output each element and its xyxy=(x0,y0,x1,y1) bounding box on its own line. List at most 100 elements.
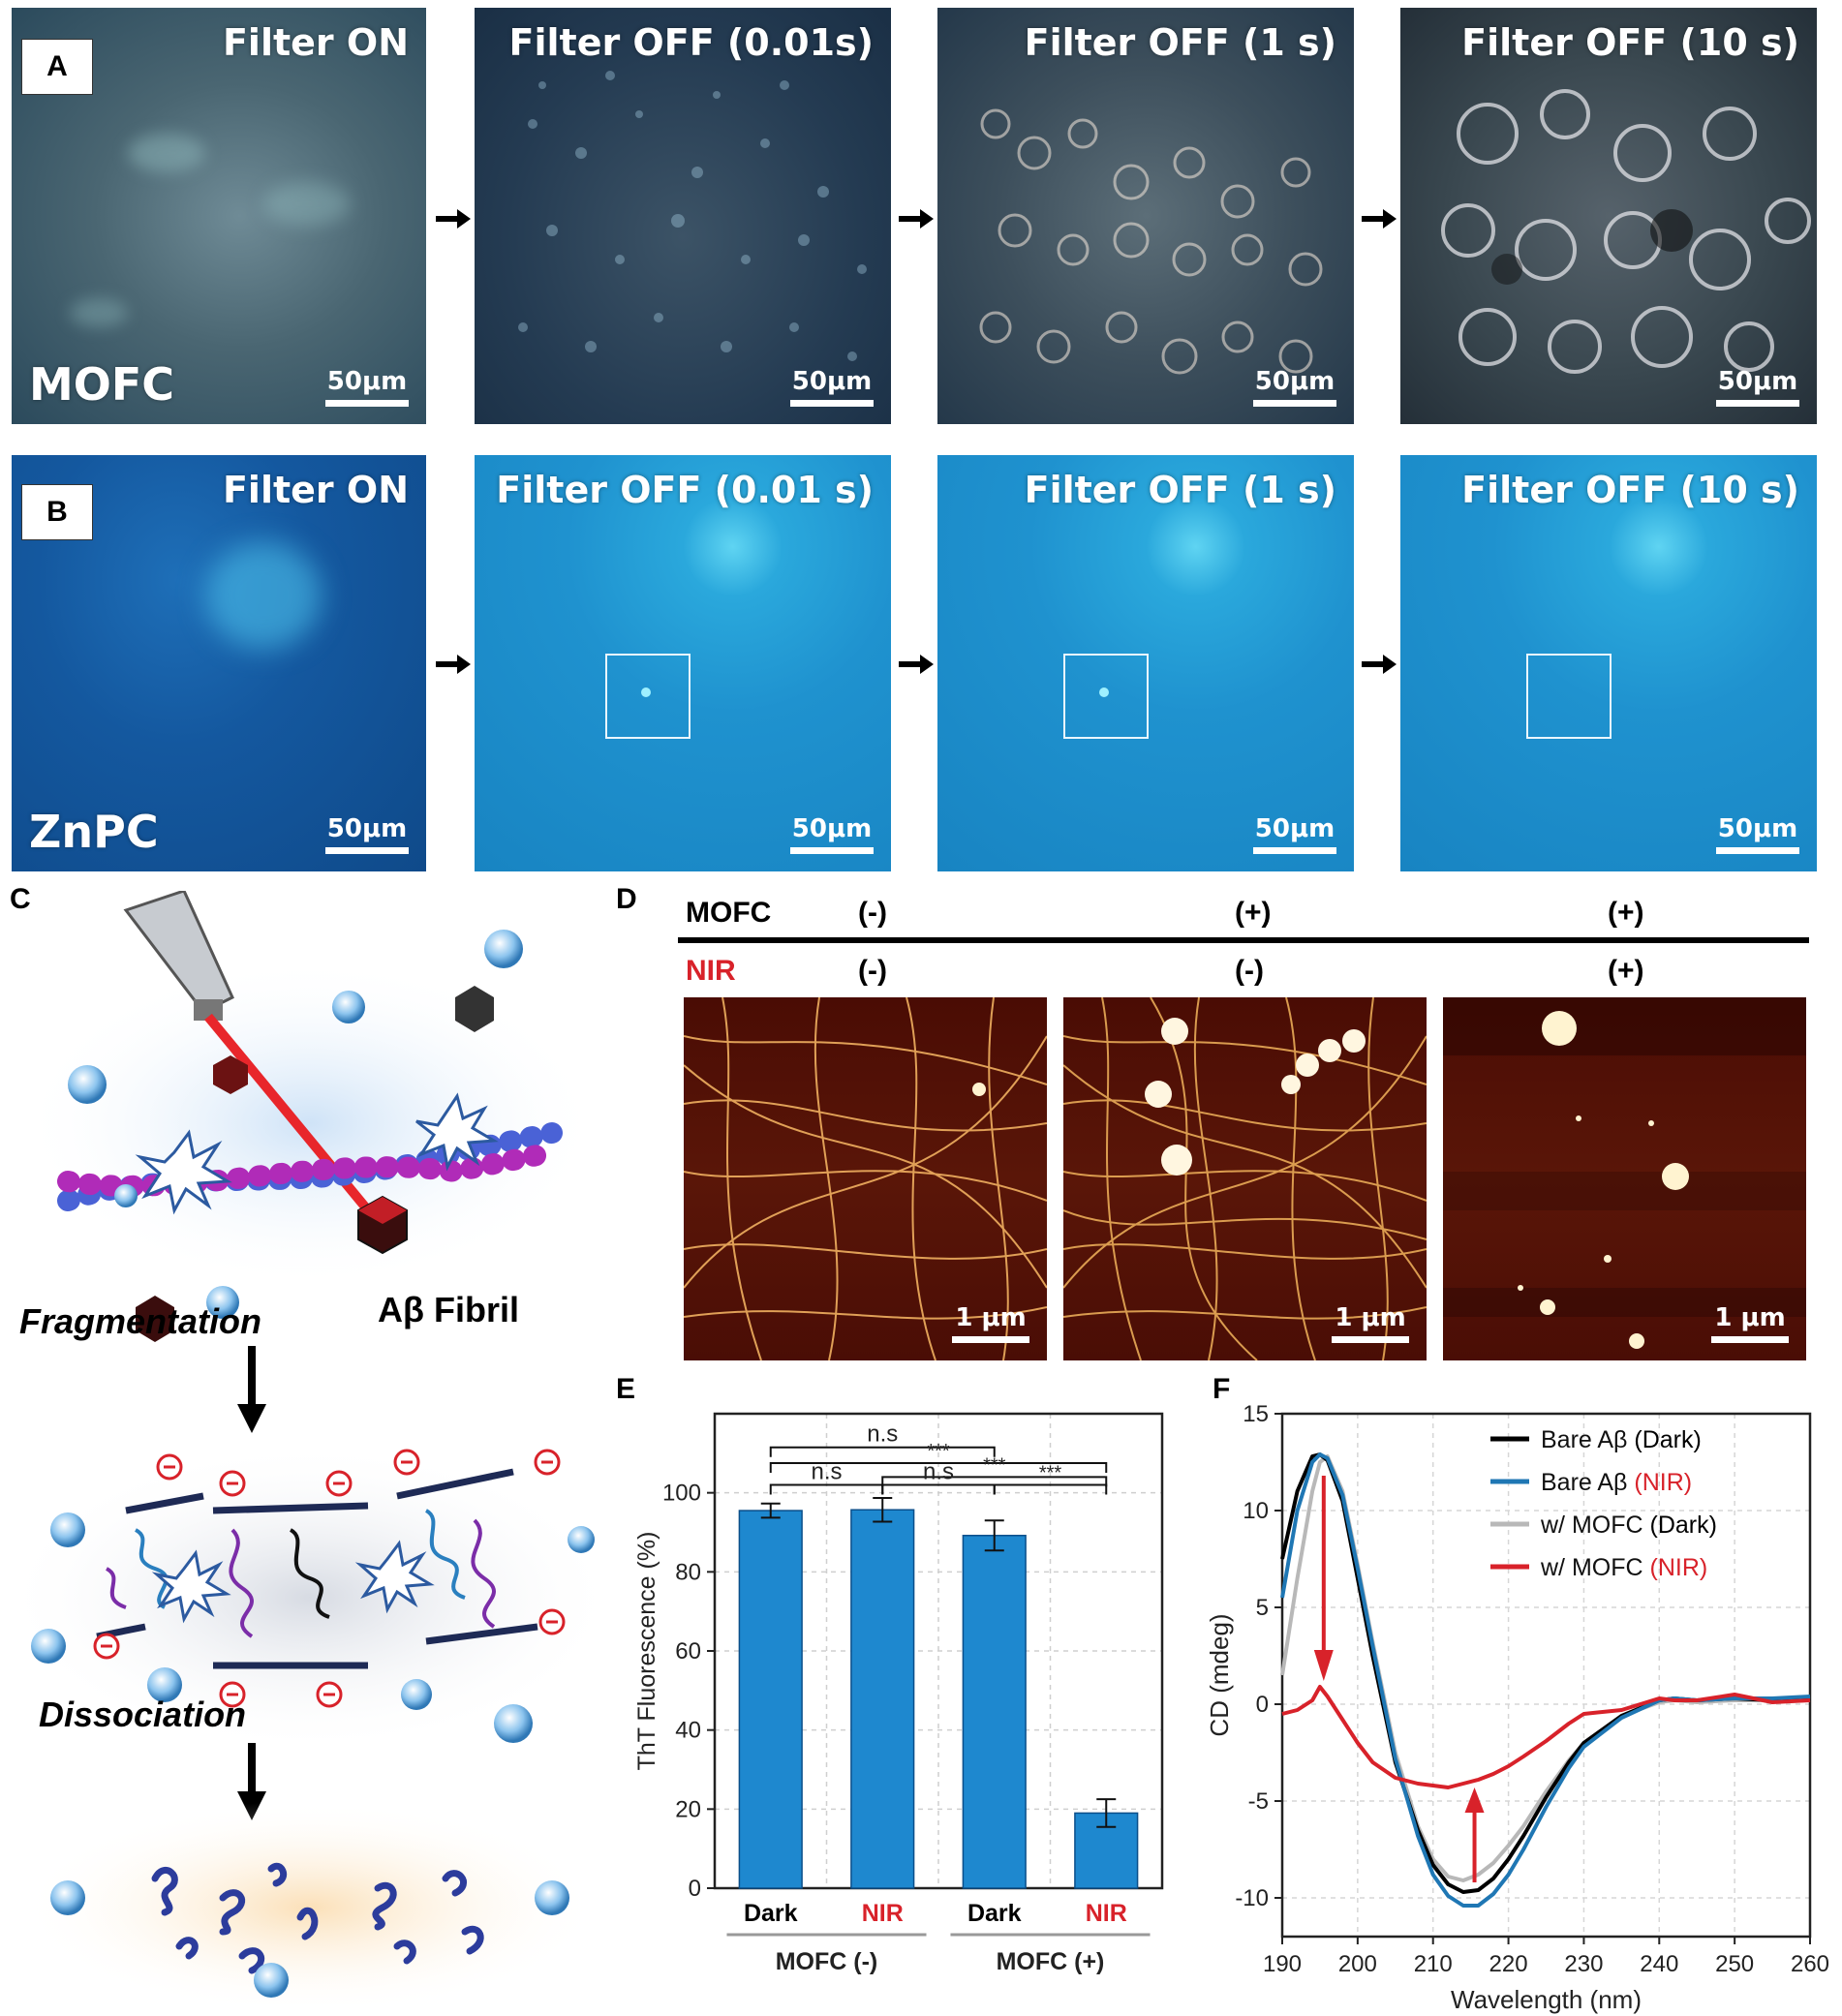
significance-bracket xyxy=(993,1483,1108,1495)
nir-state: (-) xyxy=(1235,955,1264,987)
burst-icon xyxy=(135,1092,499,1215)
step-dissociation: Dissociation xyxy=(39,1695,247,1734)
legend-entry: Bare Aβ (NIR) xyxy=(1541,1469,1692,1496)
frame-label: Filter OFF (10 s) xyxy=(1461,21,1799,64)
afm-image-control: 1 μm xyxy=(684,997,1047,1360)
panel-letter-d: D xyxy=(616,883,637,915)
micrograph-a-filter-on: Filter ON MOFC 50μm xyxy=(12,8,426,424)
micrograph-b-10s: Filter OFF (10 s) 50μm xyxy=(1400,455,1817,871)
line-chart-cd: 190 200 210 220 230 240 250 260 -10 -5 0 5 10 15 Bare … xyxy=(1205,1401,1829,2014)
nir-state: (+) xyxy=(1608,955,1644,987)
crystal-pattern xyxy=(1441,89,1811,374)
y-tick-label: 20 xyxy=(675,1796,701,1822)
bar xyxy=(962,1535,1027,1889)
step-fragmentation: Fragmentation xyxy=(19,1301,262,1341)
significance-label: n.s xyxy=(811,1459,842,1485)
scale-bar: 50μm xyxy=(790,367,874,407)
x-tick-label: 230 xyxy=(1564,1951,1603,1977)
region-of-interest xyxy=(605,654,691,739)
scale-bar: 1 μm xyxy=(1711,1303,1789,1343)
burst-icon xyxy=(151,1540,435,1624)
x-tick-label: 250 xyxy=(1715,1951,1754,1977)
arrow-icon xyxy=(899,209,934,229)
nir-state: (-) xyxy=(858,955,887,987)
scale-bar: 1 μm xyxy=(1332,1303,1409,1343)
x-tick-label: Dark xyxy=(744,1900,798,1927)
monomer-icon xyxy=(151,1862,484,1974)
panel-letter-f: F xyxy=(1213,1373,1231,1405)
y-tick-label: 0 xyxy=(689,1876,701,1902)
significance-label: *** xyxy=(983,1454,1006,1476)
frame-label: Filter OFF (0.01s) xyxy=(508,21,874,64)
sheet-icon xyxy=(96,1468,538,1669)
scale-bar: 1 μm xyxy=(952,1303,1029,1343)
frame-label: Filter OFF (10 s) xyxy=(1461,469,1799,511)
nanoparticle-icon xyxy=(50,1880,569,1998)
significance-label: n.s xyxy=(923,1459,954,1485)
micrograph-b-1s: Filter OFF (1 s) 50μm xyxy=(937,455,1354,871)
bar xyxy=(850,1509,915,1889)
frame-label: Filter OFF (1 s) xyxy=(1024,469,1336,511)
mofc-crystal-icon xyxy=(136,986,494,1342)
significance-bracket xyxy=(769,1446,996,1457)
mechanism-scheme: Aβ Fibril xyxy=(10,891,610,2004)
x-tick-label: 220 xyxy=(1489,1951,1528,1977)
peptide-strand-icon xyxy=(105,1509,496,1638)
annotation-arrowhead xyxy=(1313,1650,1334,1681)
significance-bracket xyxy=(769,1462,1108,1474)
row-label-mofc: MOFC xyxy=(686,897,772,929)
panel-letter-e: E xyxy=(616,1373,636,1405)
frame-label: Filter ON xyxy=(222,469,409,511)
micrograph-a-10s: Filter OFF (10 s) 50μm xyxy=(1400,8,1817,424)
y-tick-label: 5 xyxy=(1256,1595,1269,1621)
scale-bar: 50μm xyxy=(1716,814,1799,854)
y-axis-label: ThT Fluorescence (%) xyxy=(633,1532,660,1771)
scale-bar: 50μm xyxy=(1716,367,1799,407)
micrograph-b-0-01s: Filter OFF (0.01 s) 50μm xyxy=(475,455,891,871)
annotation-arrowhead xyxy=(1464,1787,1485,1813)
y-tick-label: 80 xyxy=(675,1559,701,1585)
mofc-state: (-) xyxy=(858,897,887,929)
x-tick-label: 260 xyxy=(1791,1951,1829,1977)
scale-bar: 50μm xyxy=(325,367,409,407)
sample-name: MOFC xyxy=(29,358,175,411)
group-label: MOFC (-) xyxy=(776,1948,878,1975)
legend-entry: w/ MOFC (Dark) xyxy=(1540,1512,1717,1539)
y-tick-label: 100 xyxy=(662,1481,701,1507)
y-tick-label: 15 xyxy=(1243,1401,1269,1427)
region-of-interest xyxy=(1526,654,1612,739)
y-tick-label: -5 xyxy=(1248,1788,1269,1815)
x-tick-label: 240 xyxy=(1640,1951,1678,1977)
bar xyxy=(738,1510,803,1889)
y-tick-label: 10 xyxy=(1243,1498,1269,1524)
bar-chart-tht: 0 20 40 60 80 100 Dark NIR Dark NIR MOFC (-) MOFC (… xyxy=(633,1412,1164,1975)
mofc-state: (+) xyxy=(1608,897,1644,929)
significance-bracket xyxy=(881,1476,1108,1487)
x-axis-label: Wavelength (nm) xyxy=(1451,1985,1642,2014)
y-tick-label: 60 xyxy=(675,1638,701,1665)
row-label-nir: NIR xyxy=(686,955,736,987)
micrograph-a-1s: Filter OFF (1 s) 50μm xyxy=(937,8,1354,424)
x-tick-label: 200 xyxy=(1338,1951,1377,1977)
frame-label: Filter OFF (0.01 s) xyxy=(496,469,874,511)
region-of-interest xyxy=(1063,654,1149,739)
legend-entry: Bare Aβ (Dark) xyxy=(1541,1426,1702,1453)
significance-label: *** xyxy=(927,1441,950,1462)
panel-letter-c: C xyxy=(10,883,31,915)
y-tick-label: 0 xyxy=(1256,1692,1269,1718)
frame-label: Filter ON xyxy=(222,21,409,64)
y-axis-label: CD (mdeg) xyxy=(1205,1613,1234,1736)
crystal-pattern xyxy=(979,108,1323,375)
micrograph-a-0-01s: Filter OFF (0.01s) 50μm xyxy=(475,8,891,424)
sample-name: ZnPC xyxy=(29,806,159,858)
frame-label: Filter OFF (1 s) xyxy=(1024,21,1336,64)
afm-image-mofc: 1 μm xyxy=(1063,997,1427,1360)
nanoparticle-icon xyxy=(68,930,523,1319)
series-line xyxy=(1281,1685,1811,1789)
arrow-icon xyxy=(436,655,471,674)
scale-bar: 50μm xyxy=(325,814,409,854)
x-tick-label: Dark xyxy=(967,1900,1022,1927)
mofc-state: (+) xyxy=(1235,897,1272,929)
y-tick-label: -10 xyxy=(1235,1885,1269,1911)
scale-bar: 50μm xyxy=(1253,814,1336,854)
